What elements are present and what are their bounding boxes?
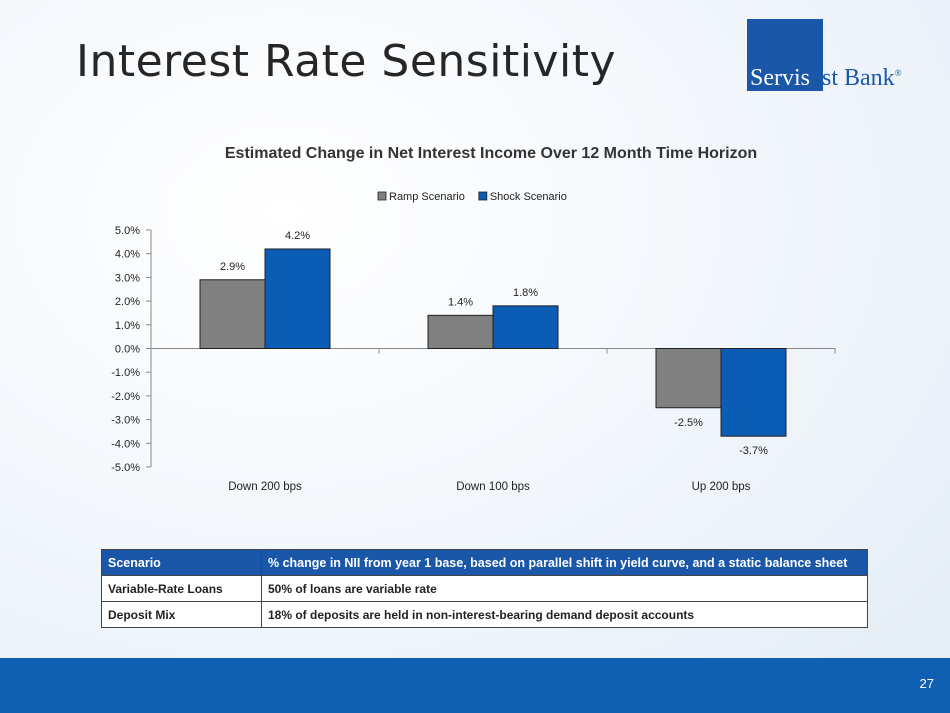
x-tick-label: Down 100 bps — [456, 481, 530, 493]
logo-box — [747, 19, 823, 91]
y-tick-label: -2.0% — [111, 391, 140, 403]
y-tick-label: 5.0% — [115, 225, 140, 237]
data-label: -2.5% — [674, 417, 703, 429]
table-row: Variable-Rate Loans 50% of loans are var… — [101, 575, 868, 602]
data-label: 1.8% — [513, 287, 538, 299]
bar — [720, 348, 787, 437]
x-tick-label: Up 200 bps — [692, 481, 751, 493]
data-label: 1.4% — [448, 296, 473, 308]
y-tick-label: 4.0% — [115, 249, 140, 261]
legend-entry: Ramp Scenario — [389, 191, 465, 203]
slide-title: Interest Rate Sensitivity — [76, 36, 616, 87]
data-label: 2.9% — [220, 261, 245, 273]
bar — [427, 314, 494, 350]
page-number: 27 — [919, 676, 934, 691]
y-tick-label: -3.0% — [111, 415, 140, 427]
y-tick-label: 0.0% — [115, 344, 140, 356]
bar — [492, 305, 559, 349]
bar-chart: 5.0% 4.0% 3.0% 2.0% 1.0% 0.0% -1.0% -2.0% -3.0% -… — [111, 191, 836, 493]
table-cell: Deposit Mix — [101, 601, 262, 628]
logo-text: Servis1st Bank® — [750, 65, 902, 92]
bar — [655, 348, 722, 409]
data-label: 4.2% — [285, 230, 310, 242]
table-cell: 18% of deposits are held in non-interest… — [261, 601, 868, 628]
chart-title: Estimated Change in Net Interest Income … — [224, 145, 758, 162]
y-tick-label: -1.0% — [111, 367, 140, 379]
table-header-cell: Scenario — [101, 549, 262, 576]
x-tick-label: Down 200 bps — [228, 481, 302, 493]
y-tick-label: 1.0% — [115, 320, 140, 332]
y-tick-label: -4.0% — [111, 438, 140, 450]
y-tick-label: -5.0% — [111, 462, 140, 474]
footer-bar: 27 — [0, 658, 950, 713]
table-row: Deposit Mix 18% of deposits are held in … — [101, 601, 868, 628]
table-header-cell: % change in NII from year 1 base, based … — [261, 549, 868, 576]
logo-text-part2: 1st Bank — [810, 65, 895, 91]
bar — [264, 248, 331, 350]
table-cell: 50% of loans are variable rate — [261, 575, 868, 602]
legend-entry: Shock Scenario — [490, 191, 567, 203]
bar — [199, 279, 266, 349]
y-tick-label: 3.0% — [115, 272, 140, 284]
table-header-row: Scenario % change in NII from year 1 bas… — [101, 549, 868, 576]
servisfirst-logo: Servis1st Bank® — [747, 19, 936, 91]
data-label: -3.7% — [739, 445, 768, 457]
logo-text-part1: Servis — [750, 65, 810, 91]
logo-registered-mark: ® — [894, 68, 902, 78]
table-cell: Variable-Rate Loans — [101, 575, 262, 602]
scenario-table: Scenario % change in NII from year 1 bas… — [101, 549, 868, 628]
legend-swatch — [377, 191, 387, 201]
legend-swatch — [478, 191, 488, 201]
y-tick-label: 2.0% — [115, 296, 140, 308]
